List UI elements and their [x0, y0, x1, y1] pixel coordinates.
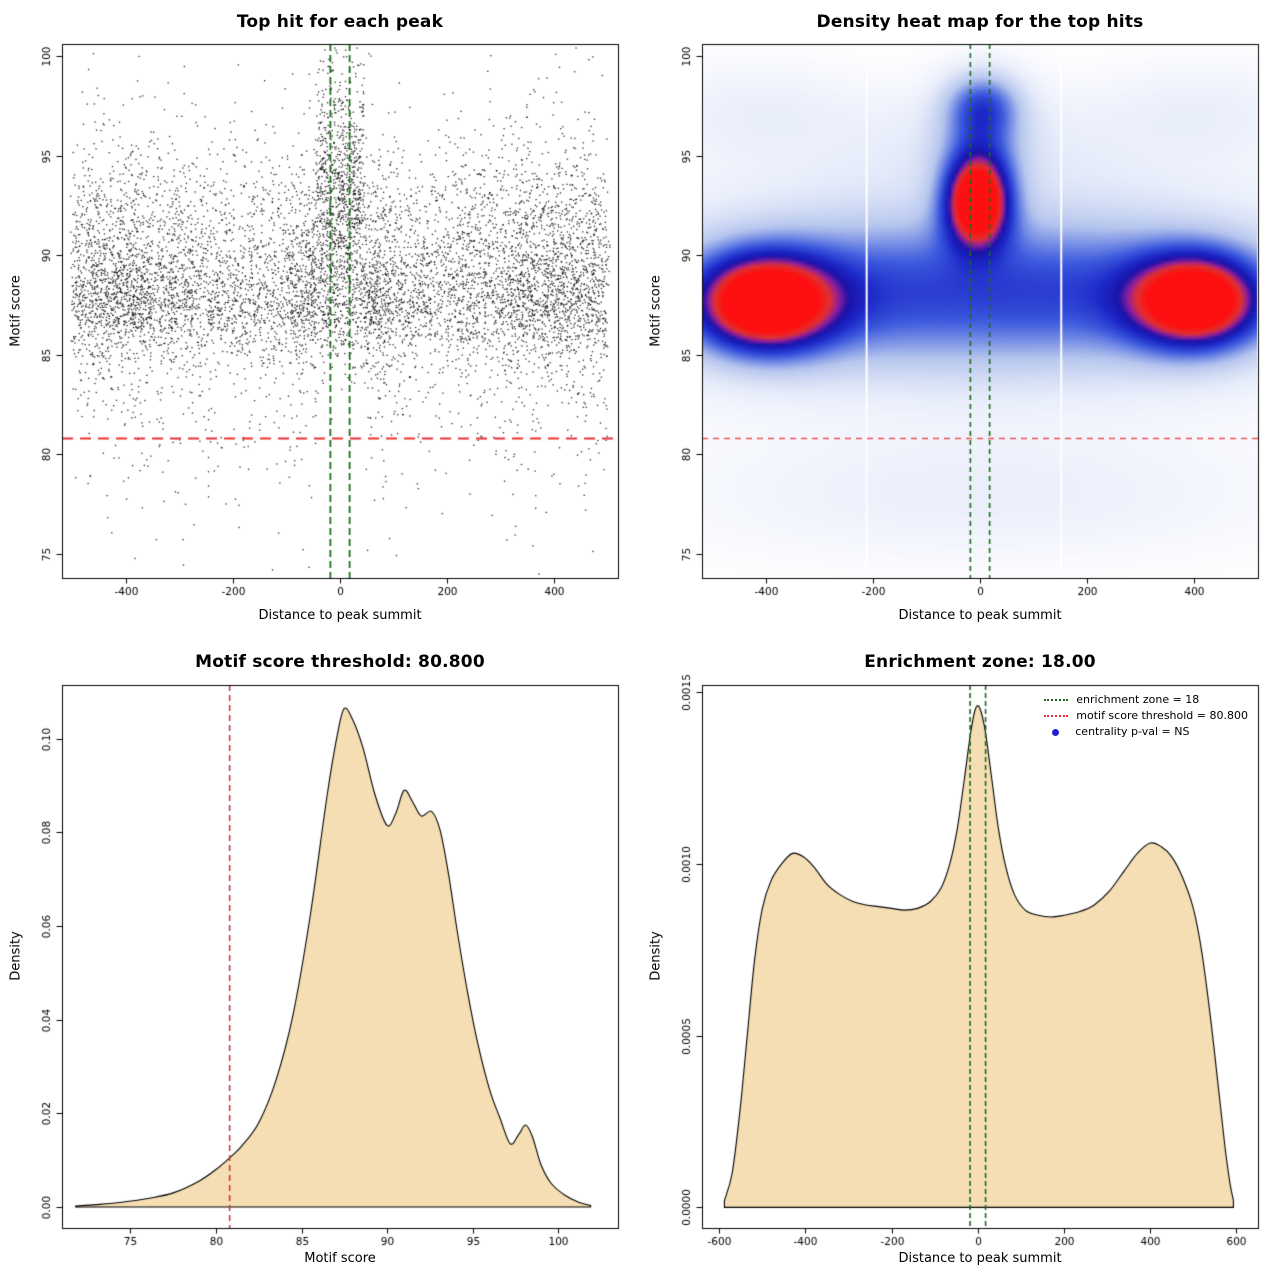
panel-enrichment-zone-density: Enrichment zone: 18.00 Distance to peak … [640, 640, 1280, 1280]
motif-density-y-axis-label: Density [8, 931, 24, 981]
legend-label-enrichment-zone: enrichment zone = 18 [1076, 693, 1200, 706]
enrichment-density-plot-canvas [640, 640, 1280, 1280]
scatter-x-axis-label: Distance to peak summit [258, 608, 422, 623]
heatmap-y-axis-label: Motif score [648, 275, 664, 347]
heatmap-title: Density heat map for the top hits [816, 12, 1144, 32]
legend-label-motif-threshold: motif score threshold = 80.800 [1076, 709, 1248, 722]
blue-dot-icon [1052, 728, 1060, 736]
motif-density-title: Motif score threshold: 80.800 [195, 652, 485, 672]
scatter-plot-canvas [0, 0, 640, 640]
legend-item-enrichment-zone: enrichment zone = 18 [1044, 694, 1248, 706]
enrichment-density-y-axis-label: Density [648, 931, 664, 981]
enrichment-density-x-axis-label: Distance to peak summit [898, 1251, 1062, 1266]
panel-top-hit-scatter: Top hit for each peak Distance to peak s… [0, 0, 640, 640]
legend-item-motif-threshold: motif score threshold = 80.800 [1044, 710, 1248, 722]
motif-density-x-axis-label: Motif score [304, 1251, 376, 1266]
motif-density-plot-canvas [0, 640, 640, 1280]
heatmap-plot-canvas [640, 0, 1280, 640]
legend-label-centrality-pval: centrality p-val = NS [1075, 725, 1190, 738]
panel-density-heatmap: Density heat map for the top hits Distan… [640, 0, 1280, 640]
enrichment-density-title: Enrichment zone: 18.00 [864, 652, 1096, 672]
scatter-title: Top hit for each peak [236, 12, 444, 32]
red-dotted-line-icon [1044, 715, 1069, 717]
scatter-y-axis-label: Motif score [8, 275, 24, 347]
panel-motif-score-density: Motif score threshold: 80.800 Motif scor… [0, 640, 640, 1280]
legend: enrichment zone = 18 motif score thresho… [1044, 694, 1248, 738]
green-dotted-line-icon [1044, 699, 1069, 701]
legend-item-centrality-pval: centrality p-val = NS [1044, 726, 1248, 738]
heatmap-x-axis-label: Distance to peak summit [898, 608, 1062, 623]
